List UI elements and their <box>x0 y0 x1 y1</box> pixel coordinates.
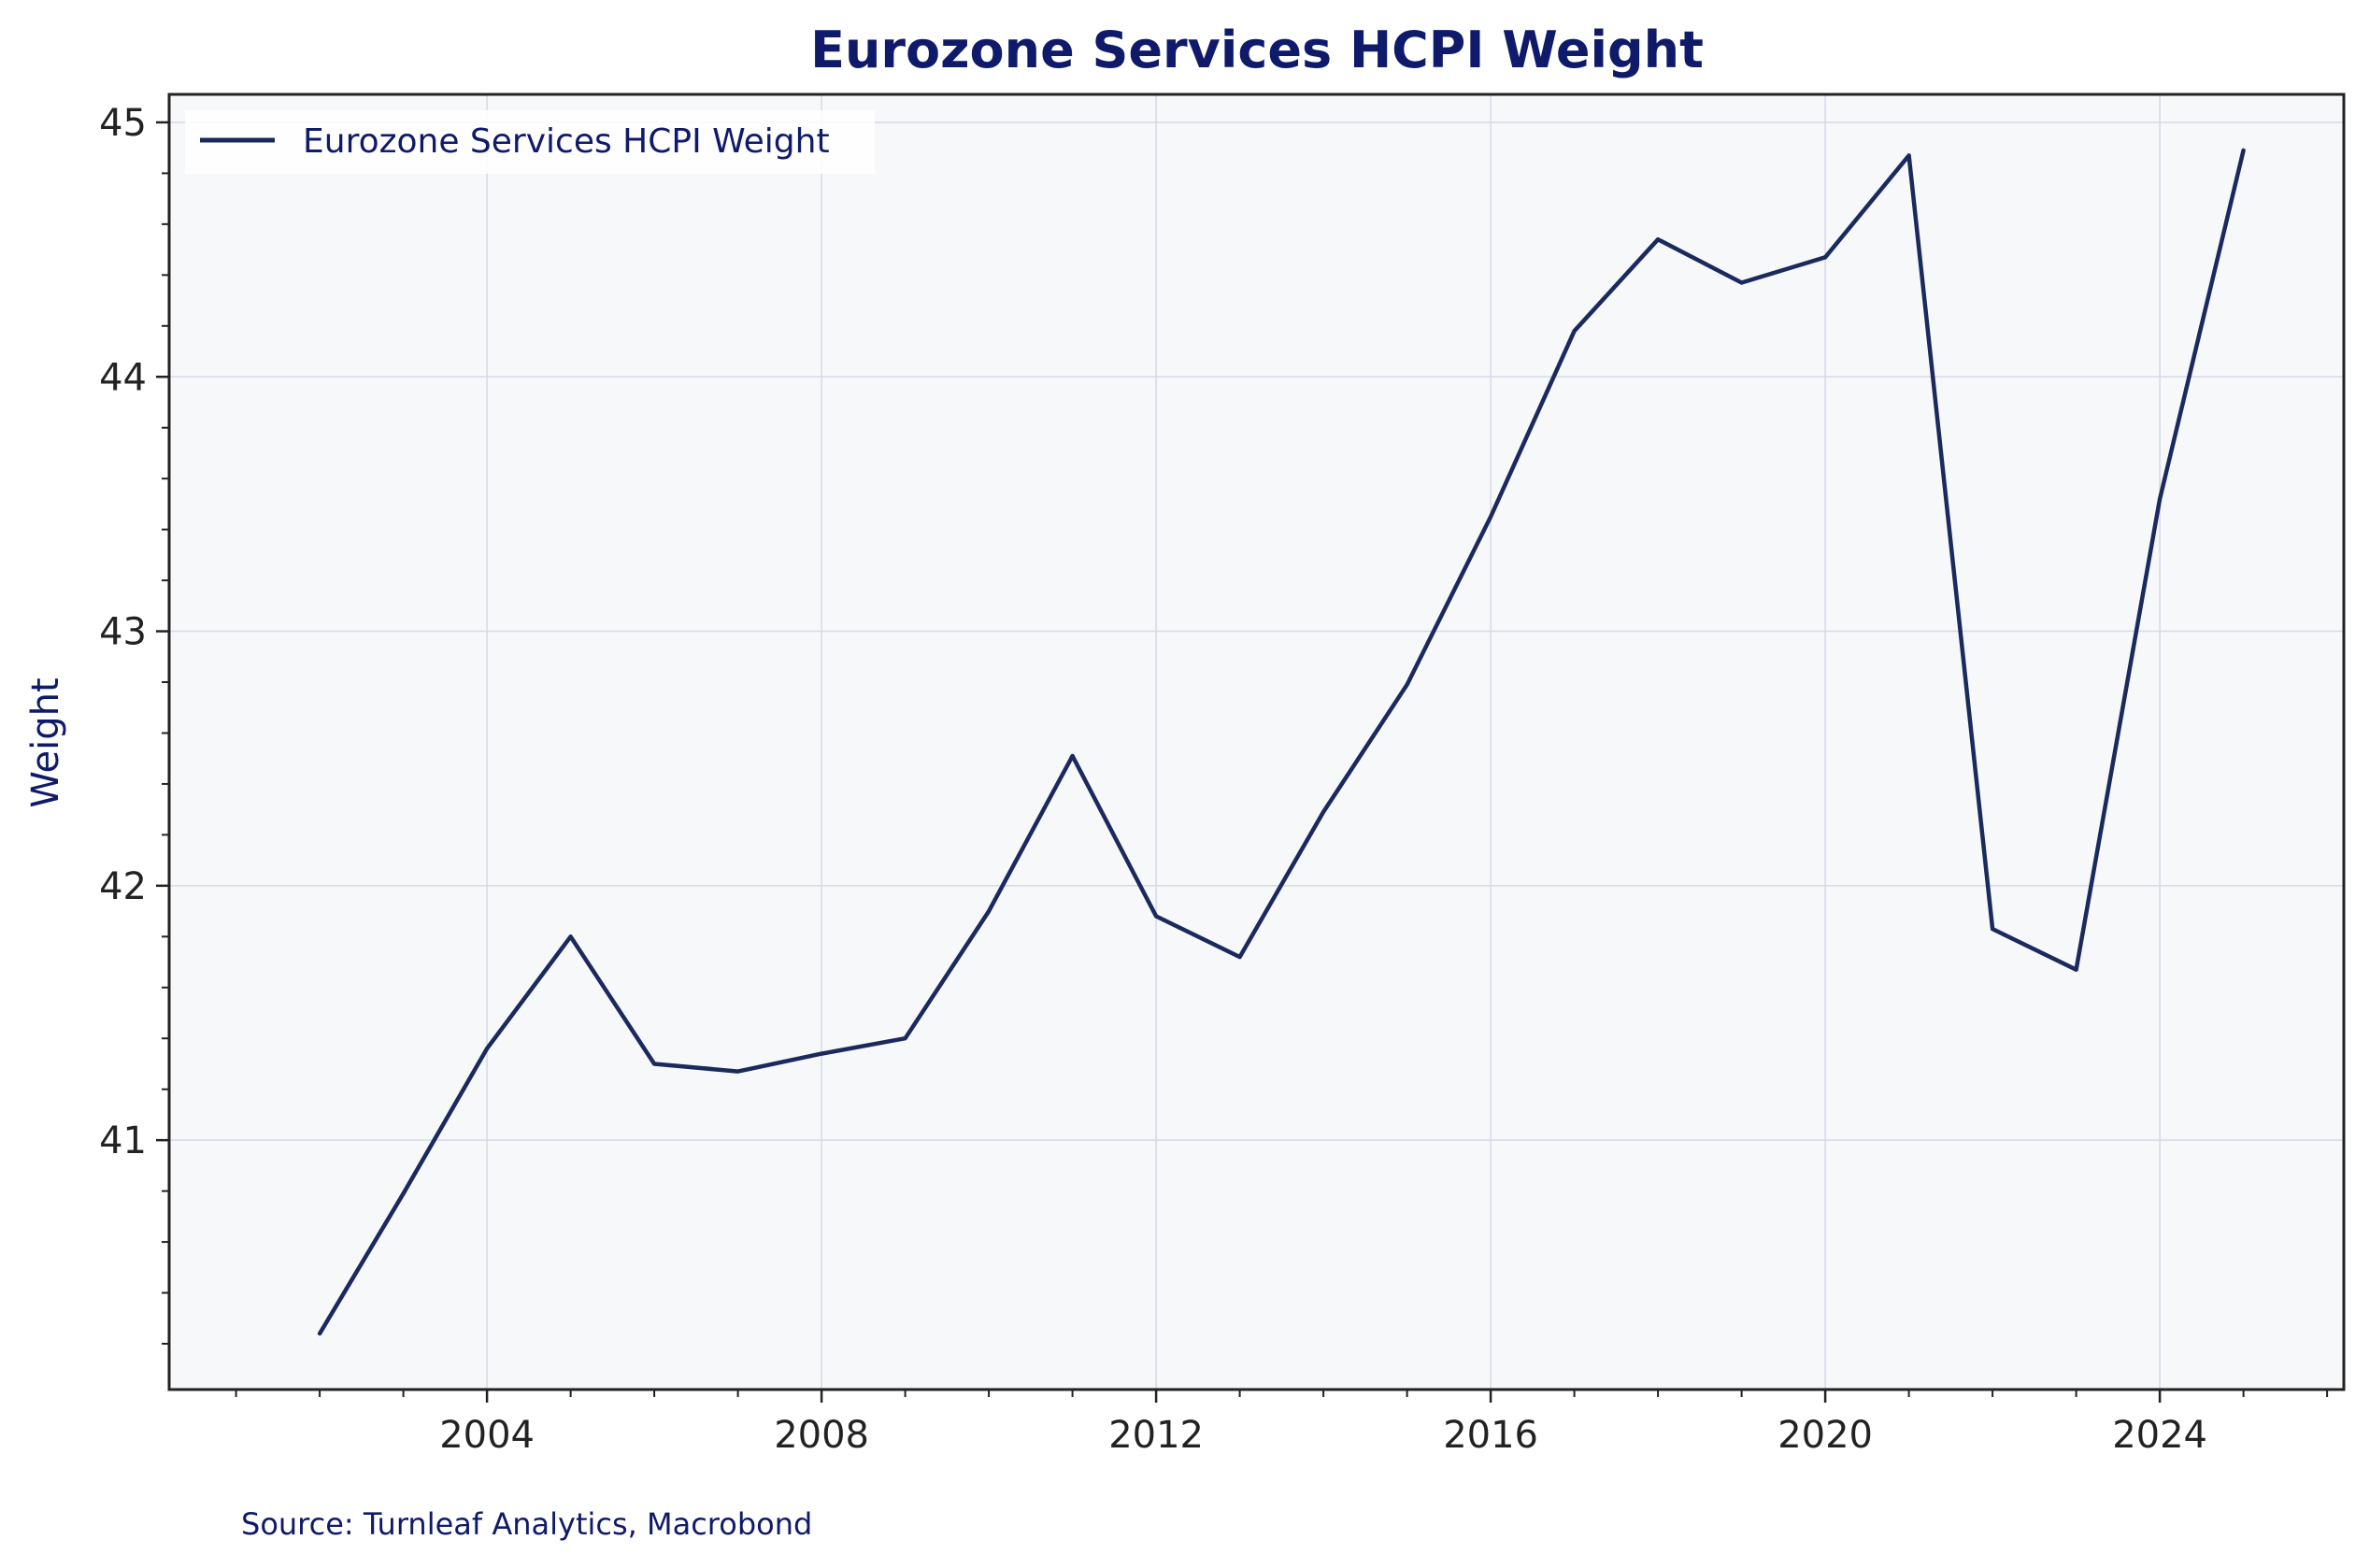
chart-title: Eurozone Services HCPI Weight <box>810 21 1704 79</box>
x-tick-label: 2012 <box>1108 1414 1204 1457</box>
plot-frame <box>167 93 2346 1391</box>
y-axis-label: Weight <box>24 677 67 807</box>
series-line <box>317 148 2246 1336</box>
y-tick-label: 41 <box>99 1119 147 1162</box>
series-layer <box>317 148 2246 1336</box>
legend-label: Eurozone Services HCPI Weight <box>303 122 830 161</box>
x-tick-label: 2016 <box>1443 1414 1538 1457</box>
axis-ticks: 2004 2008 2012 2016 2020 2024 41 42 43 44 45 <box>99 102 2329 1457</box>
grid <box>169 94 2344 1390</box>
source-note: Source: Turnleaf Analytics, Macrobond <box>241 1506 812 1542</box>
y-tick-label: 42 <box>99 865 147 908</box>
legend-box <box>185 110 875 174</box>
x-tick-label: 2024 <box>2112 1414 2207 1457</box>
y-tick-label: 44 <box>99 356 147 399</box>
legend: Eurozone Services HCPI Weight <box>185 110 875 174</box>
y-tick-label: 43 <box>99 611 147 654</box>
x-tick-label: 2020 <box>1778 1414 1873 1457</box>
y-tick-label: 45 <box>99 102 147 145</box>
plot-area <box>169 94 2344 1390</box>
x-tick-label: 2004 <box>439 1414 535 1457</box>
x-tick-label: 2008 <box>774 1414 869 1457</box>
